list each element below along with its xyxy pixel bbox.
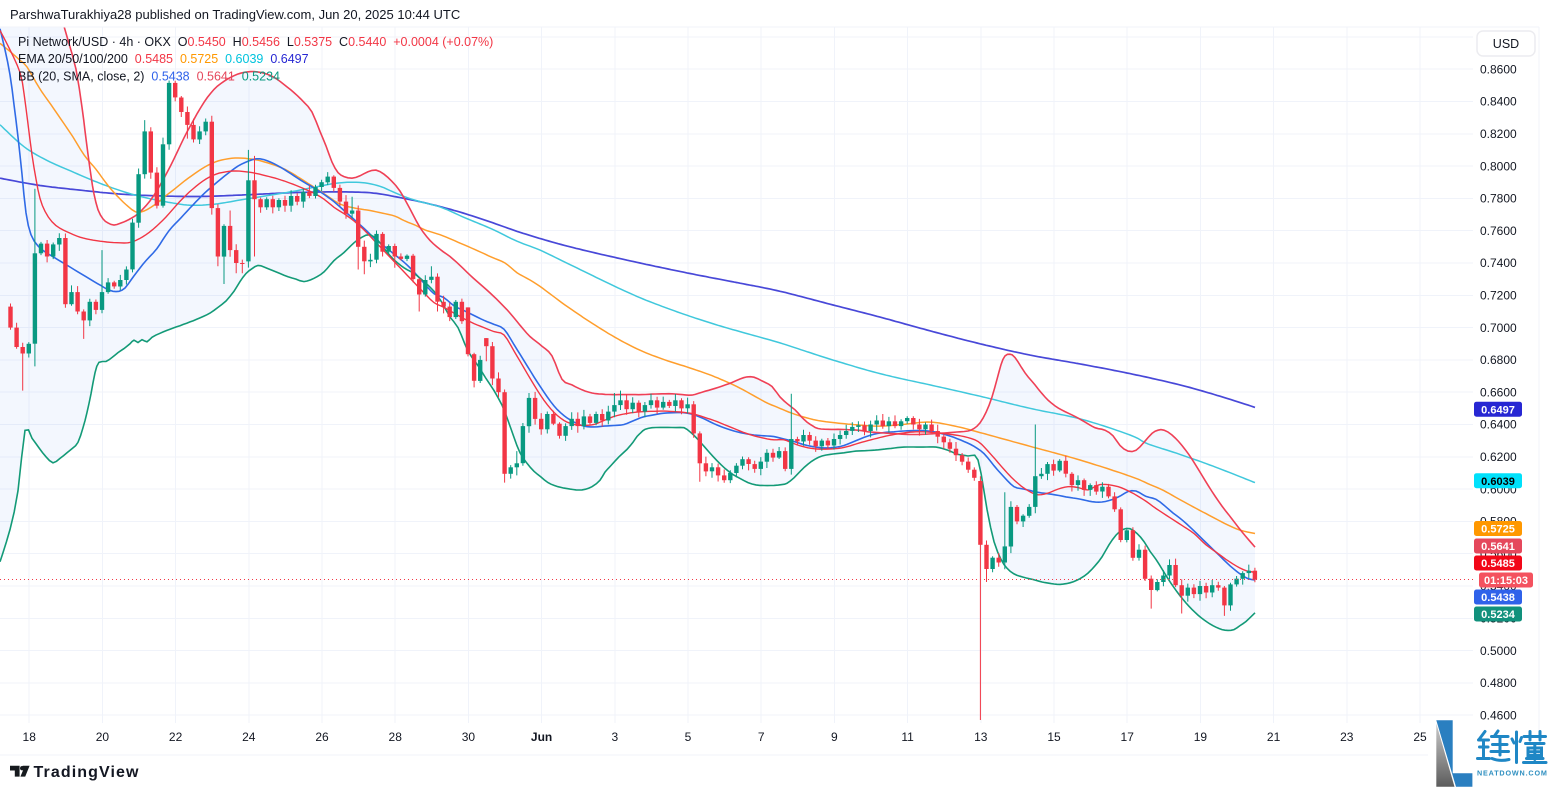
svg-text:28: 28 — [389, 730, 403, 744]
svg-text:22: 22 — [169, 730, 183, 744]
svg-text:0.8600: 0.8600 — [1480, 62, 1517, 76]
svg-text:0.6800: 0.6800 — [1480, 353, 1517, 367]
svg-text:19: 19 — [1194, 730, 1208, 744]
svg-text:15: 15 — [1047, 730, 1061, 744]
svg-text:0.7600: 0.7600 — [1480, 224, 1517, 238]
svg-text:BB (20, SMA, close, 2) 0.5438: BB (20, SMA, close, 2) 0.5438 0.5641 0.5… — [18, 70, 280, 84]
svg-text:0.4600: 0.4600 — [1480, 708, 1517, 722]
svg-text:0.6200: 0.6200 — [1480, 450, 1517, 464]
svg-text:26: 26 — [315, 730, 329, 744]
svg-text:0.5725: 0.5725 — [1481, 524, 1515, 536]
svg-text:17: 17 — [1121, 730, 1135, 744]
svg-text:0.6600: 0.6600 — [1480, 385, 1517, 399]
svg-text:13: 13 — [974, 730, 988, 744]
svg-text:25: 25 — [1413, 730, 1427, 744]
svg-text:TradingView: TradingView — [34, 764, 140, 781]
svg-text:5: 5 — [685, 730, 692, 744]
svg-text:0.8000: 0.8000 — [1480, 159, 1517, 173]
svg-text:NEATDOWN.COM: NEATDOWN.COM — [1477, 769, 1548, 778]
svg-text:0.4800: 0.4800 — [1480, 676, 1517, 690]
svg-text:0.5234: 0.5234 — [1481, 609, 1516, 621]
svg-text:18: 18 — [23, 730, 37, 744]
svg-text:01:15:03: 01:15:03 — [1484, 575, 1528, 587]
svg-text:23: 23 — [1340, 730, 1354, 744]
svg-text:0.6400: 0.6400 — [1480, 418, 1517, 432]
svg-text:0.8200: 0.8200 — [1480, 127, 1517, 141]
svg-text:9: 9 — [831, 730, 838, 744]
svg-text:0.7800: 0.7800 — [1480, 192, 1517, 206]
svg-text:3: 3 — [611, 730, 618, 744]
svg-text:0.6039: 0.6039 — [1481, 476, 1515, 488]
svg-text:7: 7 — [758, 730, 765, 744]
svg-text:USD: USD — [1493, 37, 1519, 51]
svg-text:ParshwaTurakhiya28 published o: ParshwaTurakhiya28 published on TradingV… — [10, 7, 460, 22]
svg-text:0.5485: 0.5485 — [1481, 558, 1515, 570]
svg-text:0.5438: 0.5438 — [1481, 592, 1515, 604]
svg-text:EMA 20/50/100/200 0.5485 0.5: EMA 20/50/100/200 0.5485 0.5725 0.6039 0… — [18, 52, 309, 66]
svg-text:21: 21 — [1267, 730, 1281, 744]
svg-text:Jun: Jun — [531, 730, 552, 744]
svg-text:Pi Network/USD · 4h · OKX O0.: Pi Network/USD · 4h · OKX O0.5450 H0.545… — [18, 35, 493, 49]
svg-text:0.8400: 0.8400 — [1480, 95, 1517, 109]
svg-text:0.7400: 0.7400 — [1480, 256, 1517, 270]
svg-text:0.7000: 0.7000 — [1480, 321, 1517, 335]
svg-text:0.6497: 0.6497 — [1481, 404, 1515, 416]
svg-text:30: 30 — [462, 730, 476, 744]
svg-text:20: 20 — [96, 730, 110, 744]
svg-text:0.5641: 0.5641 — [1481, 541, 1515, 553]
svg-text:0.7200: 0.7200 — [1480, 289, 1517, 303]
svg-text:11: 11 — [901, 730, 914, 744]
svg-text:24: 24 — [242, 730, 256, 744]
svg-text:0.5000: 0.5000 — [1480, 644, 1517, 658]
